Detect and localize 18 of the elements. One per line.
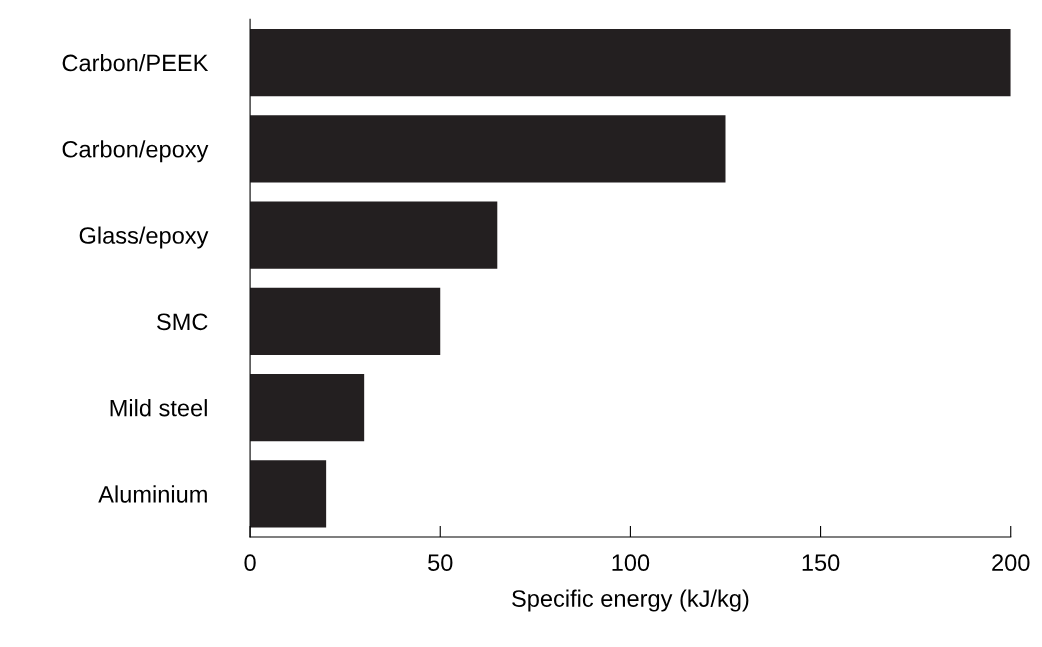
y-tick-label: SMC [157,313,208,331]
y-tick-label: Carbon/PEEK [62,53,209,72]
x-tick-label: 150 [802,554,840,572]
bar [250,28,1011,97]
bar [250,373,365,442]
y-tick-label: Carbon/epoxy [62,140,209,163]
x-tick-label: 200 [992,554,1030,572]
y-tick-label: Aluminium [98,485,207,503]
bar [250,460,327,528]
bar [250,287,441,355]
x-tick-label: 50 [428,554,453,572]
y-tick-label: Glass/epoxy [79,226,209,249]
x-tick-label: 100 [612,554,650,572]
bar [250,201,498,269]
y-tick-label: Mild steel [110,399,207,417]
bar [250,115,726,183]
x-tick-label: 0 [244,554,256,572]
x-axis-title: Specific energy (kJ/kg) [512,589,749,612]
